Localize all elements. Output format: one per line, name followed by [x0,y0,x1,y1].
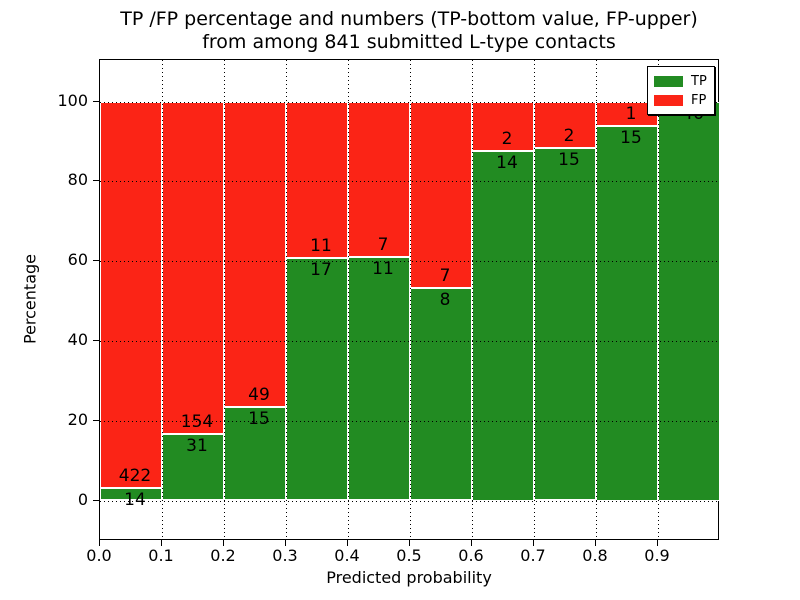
y-tick-label: 80 [67,170,88,190]
legend-swatch-tp-icon [654,76,683,87]
fp-count-label: 7 [439,265,451,286]
tp-count-label: 8 [439,289,451,310]
x-tick-label: 0.8 [582,546,608,565]
y-tick-label: 100 [57,90,88,110]
x-tick-label: 0.5 [396,546,422,565]
chart-title: TP /FP percentage and numbers (TP-bottom… [99,8,719,54]
fp-count-label: 7 [377,234,389,255]
y-tick-mark [93,339,99,341]
tp-count-label: 11 [372,258,394,279]
bar-fp-segment [286,101,348,259]
bar-tp-segment [596,126,658,501]
y-tick-label: 40 [67,329,88,349]
chart-title-line1: TP /FP percentage and numbers (TP-bottom… [120,8,698,30]
bar-tp-segment [100,487,162,501]
x-tick-mark [161,540,162,546]
legend-swatch-fp-icon [654,95,683,106]
x-tick-label: 0.6 [458,546,484,565]
bar-tp-segment [658,101,720,501]
fp-count-label: 154 [180,411,214,432]
x-tick-mark [223,540,224,546]
y-gridline [100,420,718,422]
y-tick-mark [93,100,99,102]
bar-fp-segment [472,101,534,152]
y-tick-mark [93,260,99,262]
tp-count-label: 31 [186,435,208,456]
x-gridline [410,60,411,539]
x-tick-mark [347,540,348,546]
bar-fp-segment [100,101,162,488]
tp-count-label: 14 [124,489,146,510]
x-gridline [286,60,287,539]
bar-tp-segment [286,258,348,501]
x-gridline [224,60,225,539]
bar-tp-segment [348,256,410,501]
y-tick-mark [93,499,99,501]
x-tick-label: 0.2 [210,546,236,565]
y-gridline [100,101,718,103]
x-gridline [534,60,535,539]
legend-label-fp: FP [691,93,707,108]
x-gridline [162,60,163,539]
x-tick-mark [471,540,472,546]
fp-count-label: 422 [118,465,152,486]
tp-count-label: 14 [496,153,518,174]
tp-count-label: 15 [248,408,270,429]
x-gridline [596,60,597,539]
y-tick-label: 60 [67,250,88,270]
bar-tp-segment [162,433,224,501]
fp-count-label: 2 [501,129,513,150]
y-gridline [100,500,718,502]
fp-count-label: 49 [248,384,270,405]
y-gridline [100,261,718,263]
legend: TP FP [647,66,715,115]
x-tick-mark [99,540,100,546]
fp-count-label: 1 [625,104,637,125]
y-tick-mark [93,419,99,421]
x-tick-mark [285,540,286,546]
x-tick-label: 0.1 [148,546,174,565]
bar-fp-segment [348,101,410,257]
x-gridline [348,60,349,539]
bar-tp-segment [534,148,596,501]
bar-fp-segment [224,101,286,407]
bar-tp-segment [472,151,534,501]
plot-area: 4221415431491511177117821421511546 [99,59,720,540]
bar-tp-segment [224,406,286,501]
fp-count-label: 2 [563,126,575,147]
fp-count-label: 11 [310,236,332,257]
x-tick-label: 0.4 [334,546,360,565]
bar-tp-segment [410,287,472,501]
x-tick-label: 0.3 [272,546,298,565]
x-tick-mark [595,540,596,546]
legend-item-fp: FP [654,91,708,110]
x-tick-label: 0.9 [644,546,670,565]
x-tick-label: 0.7 [520,546,546,565]
x-tick-mark [533,540,534,546]
x-tick-label: 0.0 [86,546,112,565]
tp-count-label: 17 [310,260,332,281]
x-tick-mark [409,540,410,546]
x-axis-label: Predicted probability [326,568,492,587]
y-axis-label: Percentage [20,253,40,345]
x-gridline [658,60,659,539]
x-tick-mark [657,540,658,546]
legend-item-tp: TP [654,72,708,91]
tp-count-label: 15 [558,150,580,171]
y-tick-label: 20 [67,409,88,429]
chart-title-line2: from among 841 submitted L-type contacts [202,31,616,53]
y-gridline [100,340,718,342]
bar-fp-segment [410,101,472,288]
bar-fp-segment [162,101,224,434]
y-tick-label: 0 [77,489,88,509]
legend-label-tp: TP [691,74,707,89]
y-gridline [100,181,718,183]
tp-count-label: 15 [620,128,642,149]
y-tick-mark [93,180,99,182]
x-gridline [472,60,473,539]
